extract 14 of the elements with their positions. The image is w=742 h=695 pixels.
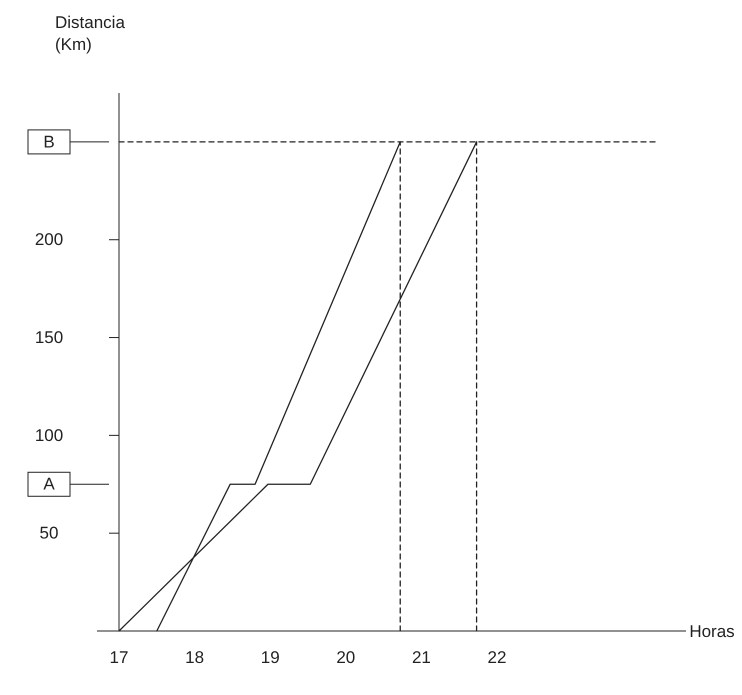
x-axis-title: Horas xyxy=(689,622,735,641)
y-tick-label: 150 xyxy=(34,328,64,347)
y-axis-title: Distancia (Km) xyxy=(55,13,126,54)
y-tick-label: 50 xyxy=(40,524,58,543)
x-tick-label: 21 xyxy=(412,648,431,668)
x-tick-label: 22 xyxy=(488,648,506,668)
y-tick-label: B xyxy=(43,132,55,152)
y-tick-label: 100 xyxy=(34,426,64,445)
x-tick-label: 18 xyxy=(185,648,204,668)
y-tick-label: A xyxy=(43,474,56,494)
x-tick-label: 20 xyxy=(336,648,356,668)
x-tick-label: 17 xyxy=(110,648,128,668)
x-tick-label: 19 xyxy=(260,648,280,668)
y-tick-label: 200 xyxy=(34,230,64,250)
